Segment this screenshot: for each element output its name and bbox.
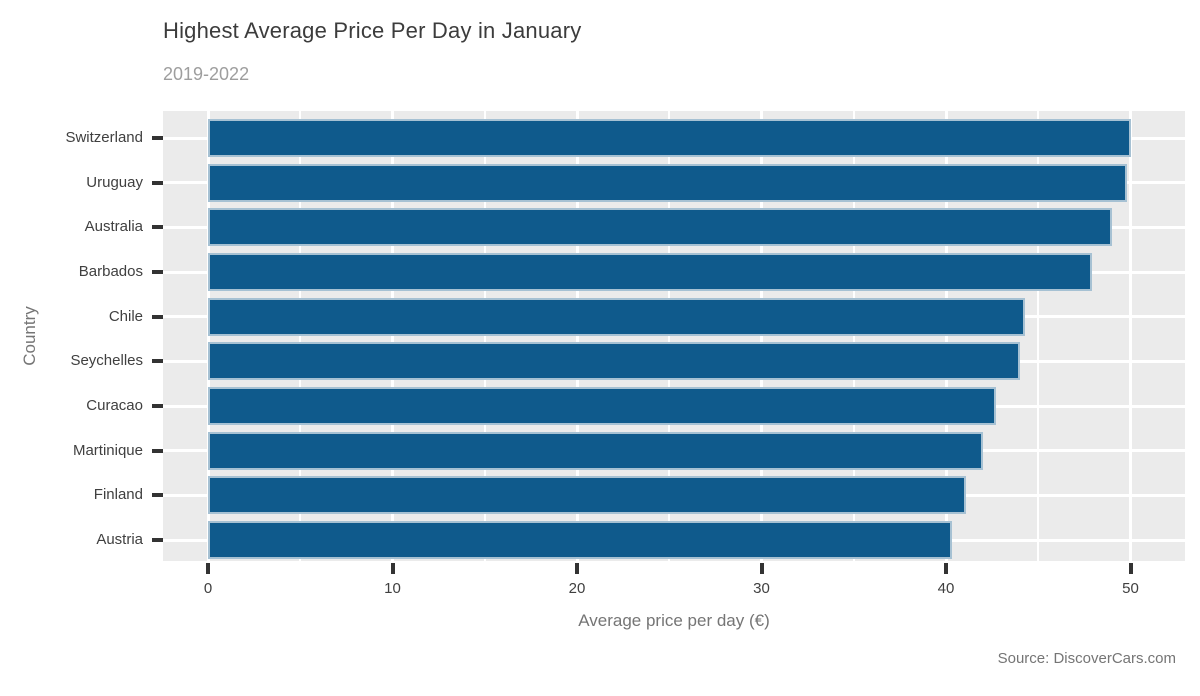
bar-martinique (208, 431, 983, 470)
y-tick-mark (152, 493, 163, 498)
y-tick-mark (152, 314, 163, 319)
x-axis-tick-label: 20 (568, 580, 586, 597)
bar-barbados (208, 253, 1092, 291)
bar-austria (208, 521, 952, 560)
y-tick-mark (152, 404, 163, 409)
y-axis-label-curacao: Curacao (86, 397, 143, 415)
y-tick-mark (152, 538, 163, 543)
x-axis-tick-label: 40 (937, 580, 955, 597)
x-axis-tick-label: 50 (1122, 580, 1139, 597)
gridline-major-vertical (391, 111, 394, 561)
x-axis-tick-label: 30 (753, 580, 770, 597)
gridline-major-vertical (575, 111, 579, 561)
gridline-minor-vertical (668, 111, 671, 561)
x-tick-mark (206, 563, 210, 574)
chart-panel (163, 111, 1185, 561)
bar-seychelles (208, 342, 1020, 381)
bar-uruguay (208, 163, 1127, 202)
y-tick-mark (152, 136, 163, 140)
gridline-major-vertical (944, 111, 948, 561)
chart-subtitle: 2019-2022 (163, 64, 250, 84)
bar-chile (208, 297, 1026, 336)
gridline-major-vertical (206, 111, 210, 561)
x-axis-tick-label: 0 (203, 580, 213, 597)
gridline-major-vertical (760, 111, 763, 561)
y-axis-label-chile: Chile (108, 307, 143, 325)
y-axis-label-finland: Finland (93, 486, 143, 504)
bar-curacao (208, 387, 996, 426)
gridline-minor-vertical (299, 111, 302, 561)
gridline-major-vertical (1129, 111, 1132, 561)
bar-finland (208, 476, 967, 515)
y-tick-mark (152, 359, 163, 364)
x-axis-tick-label: 10 (384, 580, 401, 597)
y-axis-label-austria: Austria (96, 531, 143, 549)
x-tick-mark (759, 563, 764, 574)
x-tick-mark (575, 563, 579, 574)
y-axis-label-barbados: Barbados (78, 263, 143, 280)
chart-title: Highest Average Price Per Day in January (163, 18, 582, 43)
x-tick-mark (390, 563, 395, 574)
gridline-minor-vertical (483, 111, 486, 561)
y-axis-label-seychelles: Seychelles (70, 352, 143, 370)
x-tick-mark (944, 563, 948, 574)
y-tick-mark (152, 225, 163, 230)
x-axis-title: Average price per day (€) (578, 611, 770, 630)
y-axis-label-switzerland: Switzerland (65, 129, 143, 146)
bar-switzerland (208, 119, 1131, 157)
y-tick-mark (152, 448, 163, 453)
y-axis-label-martinique: Martinique (72, 441, 143, 459)
gridline-minor-vertical (852, 111, 855, 561)
source-note: Source: DiscoverCars.com (997, 650, 1176, 667)
y-tick-mark (152, 270, 163, 274)
y-axis-label-uruguay: Uruguay (86, 173, 143, 191)
y-axis-label-australia: Australia (84, 218, 143, 236)
y-tick-mark (152, 180, 163, 185)
x-tick-mark (1128, 563, 1133, 574)
bar-australia (208, 208, 1113, 247)
gridline-minor-vertical (1037, 111, 1040, 561)
